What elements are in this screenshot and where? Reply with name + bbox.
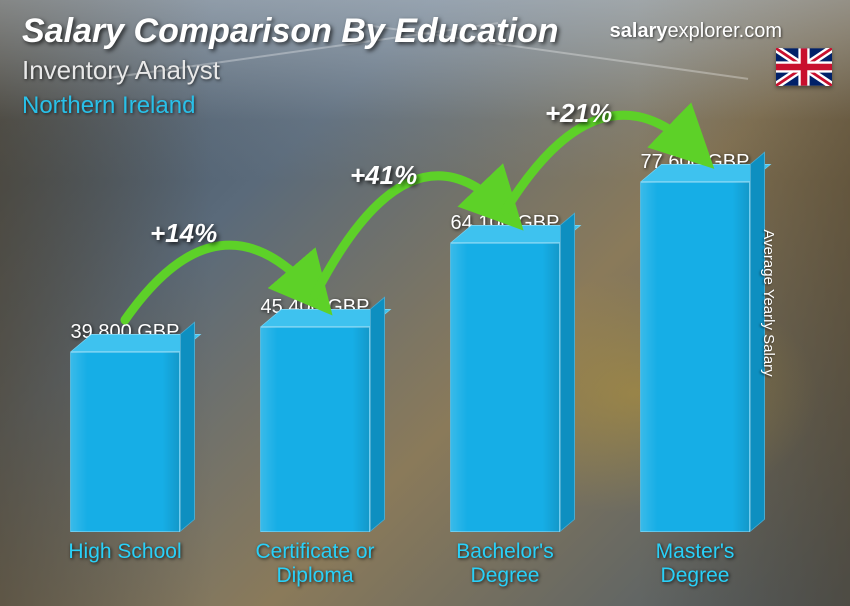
bar-group: 45,400 GBPCertificate orDiploma [225, 296, 405, 590]
brand-logo: salaryexplorer.com [610, 20, 782, 43]
chart-subtitle: Inventory Analyst [22, 55, 559, 86]
bar-front [640, 182, 750, 532]
uk-flag-icon [776, 48, 832, 86]
increase-label: +14% [150, 218, 217, 249]
category-label: Master'sDegree [656, 540, 735, 590]
bar-group: 39,800 GBPHigh School [35, 321, 215, 590]
category-label: Certificate orDiploma [255, 540, 374, 590]
bar [450, 243, 560, 532]
bar-front [450, 243, 560, 532]
bar-chart: 39,800 GBPHigh School45,400 GBPCertifica… [30, 50, 790, 590]
bar-side-face [370, 296, 385, 532]
y-axis-label: Average Yearly Salary [760, 229, 777, 376]
bar-group: 77,600 GBPMaster'sDegree [605, 151, 785, 590]
bar-front [70, 352, 180, 532]
bar [70, 352, 180, 532]
bar-side-face [180, 321, 195, 532]
chart-title: Salary Comparison By Education [22, 12, 559, 51]
bar-side-face [560, 212, 575, 532]
brand-part2: explorer [668, 20, 739, 42]
chart-region: Northern Ireland [22, 92, 559, 120]
bar-group: 64,100 GBPBachelor'sDegree [415, 212, 595, 590]
header: Salary Comparison By Education Inventory… [22, 12, 559, 120]
bar-front [260, 327, 370, 532]
bar [260, 327, 370, 532]
category-label: Bachelor'sDegree [456, 540, 553, 590]
bar [640, 182, 750, 532]
increase-label: +41% [350, 160, 417, 191]
brand-part1: salary [610, 20, 668, 42]
brand-part3: .com [739, 20, 782, 42]
category-label: High School [68, 540, 181, 590]
